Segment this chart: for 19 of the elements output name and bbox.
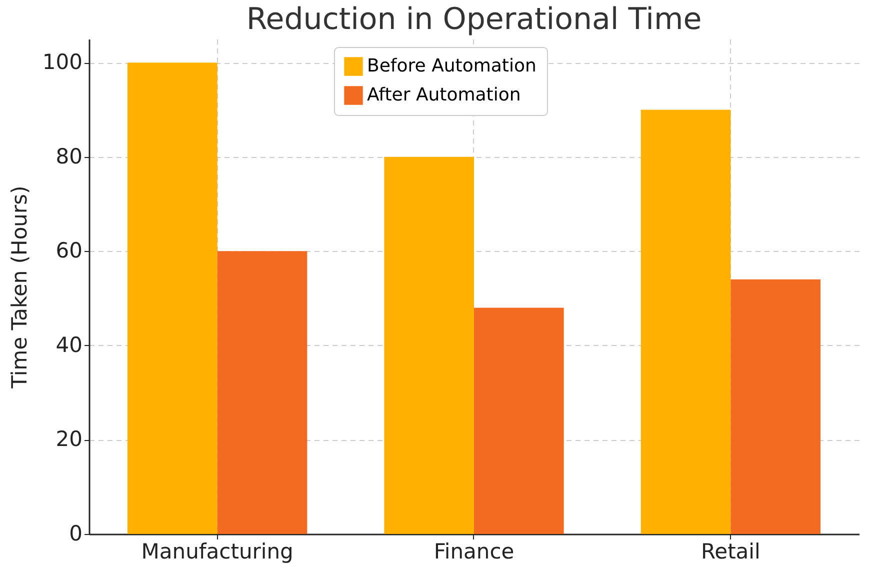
chart-title: Reduction in Operational Time [246,2,702,37]
bar [640,110,731,534]
y-tick-label: 40 [56,332,82,357]
x-tick-label: Manufacturing [141,540,294,564]
bar [474,308,564,534]
y-tick-label: 100 [42,50,82,74]
y-tick-label: 60 [56,238,82,263]
y-tick-label: 20 [56,427,82,452]
y-tick-label: 80 [56,144,82,168]
legend-label: After Automation [367,84,521,106]
x-tick-label: Finance [434,540,514,564]
y-axis-title: Time Taken (Hours) [7,186,32,390]
x-tick-label: Retail [700,540,760,564]
bar [217,251,308,534]
bar [730,279,820,534]
bar [384,156,474,534]
y-tick-label: 0 [69,522,82,546]
bar [128,62,218,534]
legend-label: Before Automation [367,56,536,76]
